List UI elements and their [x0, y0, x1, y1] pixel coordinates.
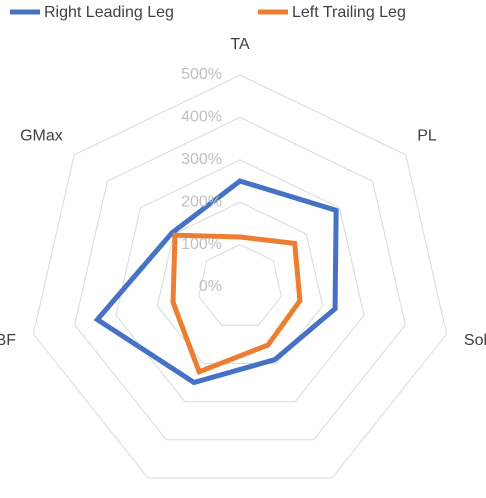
- category-label: GMax: [20, 127, 63, 144]
- y-tick-label: 300%: [181, 151, 222, 168]
- category-label: Sol: [464, 332, 486, 349]
- grid-ring: [74, 116, 406, 441]
- category-label: PL: [417, 127, 437, 144]
- legend-label: Right Leading Leg: [44, 4, 174, 21]
- category-label: TA: [230, 36, 250, 53]
- series-line: [170, 232, 303, 376]
- grid-ring: [32, 74, 448, 479]
- grid-ring: [115, 159, 365, 403]
- series-line: [93, 178, 339, 386]
- category-label: BF: [0, 332, 16, 349]
- y-tick-label: 200%: [181, 193, 222, 210]
- category-label: VM: [123, 496, 147, 498]
- y-tick-label: 0%: [199, 278, 222, 295]
- y-tick-label: 500%: [181, 66, 222, 83]
- y-tick-label: 400%: [181, 109, 222, 126]
- y-tick-label: 100%: [181, 236, 222, 253]
- legend-label: Left Trailing Leg: [292, 4, 406, 21]
- category-label: GM: [333, 496, 359, 498]
- grid-ring: [156, 201, 324, 364]
- grid-ring: [198, 244, 282, 326]
